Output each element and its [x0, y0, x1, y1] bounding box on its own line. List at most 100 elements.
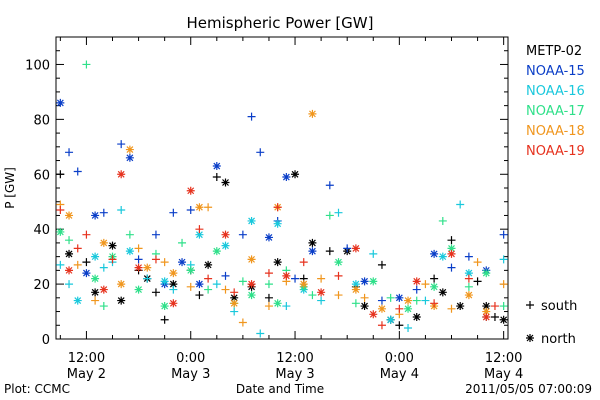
- north-point: [160, 302, 169, 311]
- north-point: [195, 230, 204, 239]
- north-point: [117, 280, 126, 289]
- south-point: [273, 203, 282, 212]
- legend-entry: METP-02: [526, 44, 582, 59]
- north-point: [438, 252, 447, 261]
- south-point: [334, 291, 343, 300]
- legend-entry: NOAA-15: [526, 64, 585, 79]
- north-point: [117, 296, 126, 305]
- south-point: [412, 285, 421, 294]
- south-point: [204, 274, 213, 283]
- north-point: [351, 285, 360, 294]
- south-point: [264, 280, 273, 289]
- x-tick-time: 12:00: [485, 351, 522, 366]
- plot-credit: Plot: CCMC: [4, 382, 70, 396]
- north-point: [438, 288, 447, 297]
- y-tick-label: 0: [42, 333, 50, 348]
- north-point: [404, 304, 413, 313]
- south-point: [325, 181, 334, 190]
- y-tick-label: 40: [33, 223, 50, 238]
- north-point: [369, 310, 378, 319]
- north-point: [230, 293, 239, 302]
- south-point: [230, 307, 239, 316]
- south-point: [169, 285, 178, 294]
- south-point: [464, 274, 473, 283]
- south-point: [369, 249, 378, 258]
- north-point: [221, 241, 230, 250]
- south-point: [238, 230, 247, 239]
- south-point: [291, 274, 300, 283]
- north-point: [91, 211, 100, 220]
- x-tick-time: 0:00: [385, 351, 414, 366]
- south-point: [412, 296, 421, 305]
- y-axis-label: P [GW]: [3, 167, 17, 209]
- north-point: [351, 280, 360, 289]
- south-point: [117, 140, 126, 149]
- north-point: [73, 296, 82, 305]
- north-point: [404, 296, 413, 305]
- south-point: [108, 255, 117, 264]
- north-point: [360, 302, 369, 311]
- south-point: [317, 274, 326, 283]
- south-point: [317, 296, 326, 305]
- north-point: [221, 230, 230, 239]
- south-point: [343, 244, 352, 253]
- north-point: [412, 313, 421, 322]
- south-point: [395, 321, 404, 330]
- north-point: [282, 173, 291, 182]
- south-point: [334, 271, 343, 280]
- south-point: [73, 260, 82, 269]
- north-point: [482, 302, 491, 311]
- x-axis-label: Date and Time: [236, 382, 324, 396]
- south-point: [447, 304, 456, 313]
- north-point: [282, 271, 291, 280]
- south-point: [238, 277, 247, 286]
- south-point: [238, 318, 247, 327]
- y-tick-label: 80: [33, 113, 50, 128]
- x-tick-time: 0:00: [176, 351, 205, 366]
- north-point: [143, 263, 152, 272]
- south-point: [377, 260, 386, 269]
- north-point: [430, 249, 439, 258]
- north-point: [447, 244, 456, 253]
- north-point: [169, 299, 178, 308]
- north-point: [247, 291, 256, 300]
- south-point: [447, 236, 456, 245]
- north-point: [134, 263, 143, 272]
- south-point: [143, 274, 152, 283]
- north-point: [56, 227, 65, 236]
- plot-timestamp: 2011/05/05 07:00:09: [465, 382, 592, 396]
- south-point: [499, 302, 508, 311]
- south-point: [65, 280, 74, 289]
- south-point: [204, 203, 213, 212]
- x-tick-date: May 3: [171, 367, 210, 382]
- x-tick-date: May 4: [380, 367, 419, 382]
- south-point: [65, 236, 74, 245]
- legend-entry: NOAA-17: [526, 104, 585, 119]
- y-tick-label: 60: [33, 168, 50, 183]
- south-point: [464, 252, 473, 261]
- x-tick-time: 12:00: [276, 351, 313, 366]
- north-point: [117, 170, 126, 179]
- south-point: [325, 211, 334, 220]
- north-marker-icon: [526, 334, 534, 342]
- south-point: [186, 205, 195, 214]
- north-point: [169, 280, 178, 289]
- south-point: [421, 296, 430, 305]
- x-tick-date: May 4: [484, 367, 523, 382]
- south-point: [82, 230, 91, 239]
- south-point: [151, 255, 160, 264]
- south-point: [230, 288, 239, 297]
- north-point: [212, 162, 221, 171]
- north-point: [482, 307, 491, 316]
- south-point: [377, 321, 386, 330]
- x-tick-time: 12:00: [68, 351, 105, 366]
- south-point: [377, 296, 386, 305]
- x-tick-date: May 2: [67, 367, 106, 382]
- south-point: [264, 302, 273, 311]
- south-point: [325, 247, 334, 256]
- south-point: [499, 230, 508, 239]
- south-point: [56, 170, 65, 179]
- south-point: [73, 167, 82, 176]
- south-point: [186, 282, 195, 291]
